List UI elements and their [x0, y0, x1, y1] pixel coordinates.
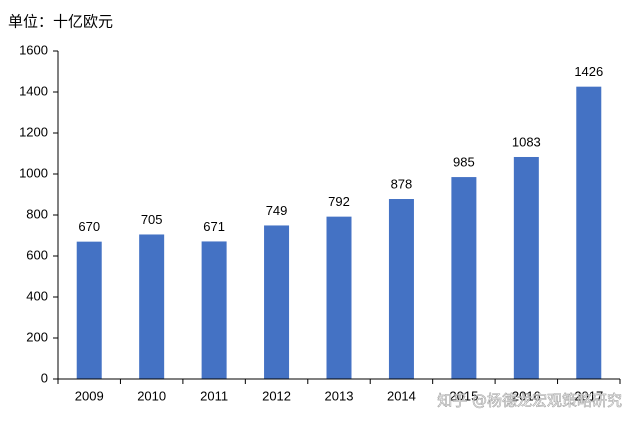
x-tick-label: 2015 [449, 388, 478, 403]
x-tick-label: 2017 [574, 388, 603, 403]
y-tick-label: 1200 [19, 124, 48, 139]
value-label: 792 [328, 194, 350, 209]
bar [76, 241, 102, 379]
x-tick-label: 2012 [262, 388, 291, 403]
x-tick-label: 2013 [325, 388, 354, 403]
value-label: 1083 [512, 134, 541, 149]
value-label: 985 [453, 155, 475, 170]
y-tick-label: 1000 [19, 165, 48, 180]
watermark: 知乎 @杨德龙宏观策略研究 [437, 392, 622, 410]
bar [264, 225, 290, 379]
y-tick-label: 200 [26, 329, 48, 344]
x-tick-label: 2014 [387, 388, 416, 403]
value-label: 671 [203, 219, 225, 234]
value-label: 749 [266, 203, 288, 218]
bar [576, 86, 602, 380]
bar [326, 216, 352, 379]
value-label: 878 [391, 176, 413, 191]
bar [201, 241, 227, 379]
y-tick-label: 1400 [19, 83, 48, 98]
x-tick-label: 2016 [512, 388, 541, 403]
y-tick-label: 1600 [19, 42, 48, 57]
chart-title: 单位：十亿欧元 [8, 13, 113, 31]
bar [388, 199, 414, 379]
value-label: 670 [78, 219, 100, 234]
value-label: 705 [141, 212, 163, 227]
value-label: 1426 [574, 64, 603, 79]
bar [139, 234, 165, 379]
bar [513, 156, 539, 379]
x-tick-label: 2011 [200, 388, 228, 403]
x-tick-label: 2009 [75, 388, 104, 403]
y-tick-label: 600 [26, 247, 48, 262]
bar [451, 177, 477, 379]
y-tick-label: 0 [41, 370, 48, 385]
x-tick-label: 2010 [137, 388, 166, 403]
y-tick-label: 400 [26, 288, 48, 303]
y-tick-label: 800 [26, 206, 48, 221]
